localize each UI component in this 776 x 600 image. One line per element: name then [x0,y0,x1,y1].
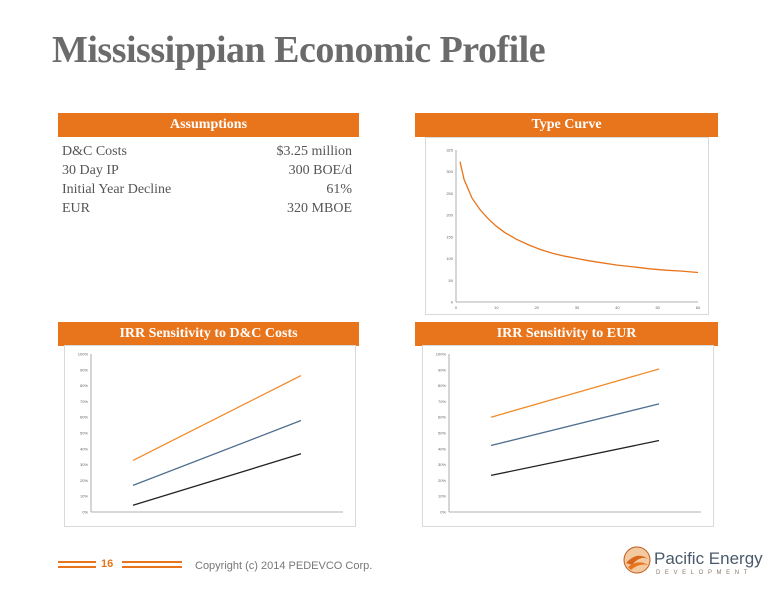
assumption-row: 30 Day IP 300 BOE/d [62,161,352,180]
series-line [132,419,302,487]
x-tick-label: 0 [455,305,458,310]
series-line [459,161,699,274]
y-tick-label: 20% [438,478,446,483]
y-tick-label: 325 [446,148,453,153]
assumption-label: EUR [62,201,90,216]
irr-dc-svg: 0% 10% 20% 30% 40% 50% 60% 70% 80% 90% 100% [78,352,343,515]
type-curve-chart: 0 50 100 150 200 250 300 325 0 10 20 30 40 50 60 [425,137,709,315]
y-tick-label: 30% [438,462,446,467]
y-tick-label: 40% [438,446,446,451]
y-tick-label: 0% [440,510,446,515]
footer-rule [58,566,96,568]
page-title: Mississippian Economic Profile [52,29,546,71]
x-tick-label: 10 [494,305,499,310]
assumption-row: D&C Costs $3.25 million [62,142,352,161]
assumption-label: 30 Day IP [62,163,119,178]
y-tick-label: 40% [80,446,88,451]
x-tick-label: 30 [575,305,580,310]
y-tick-label: 60% [80,415,88,420]
y-tick-label: 80% [80,383,88,388]
irr-dc-chart: 0% 10% 20% 30% 40% 50% 60% 70% 80% 90% 100% [64,345,356,527]
x-tick-label: 50 [655,305,660,310]
y-tick-label: 70% [438,399,446,404]
assumption-value: 61% [326,182,352,197]
y-tick-label: 150 [446,234,453,239]
y-tick-label: 10% [80,494,88,499]
y-tick-label: 250 [446,191,453,196]
type-curve-svg: 0 50 100 150 200 250 300 325 0 10 20 30 40 50 60 [446,148,701,311]
y-tick-label: 0% [82,510,88,515]
assumption-value: $3.25 million [276,144,352,159]
assumption-row: Initial Year Decline 61% [62,180,352,199]
footer-rule [122,566,182,568]
assumptions-header: Assumptions [58,113,359,137]
assumptions-table: D&C Costs $3.25 million 30 Day IP 300 BO… [62,142,352,218]
y-tick-label: 80% [438,383,446,388]
y-tick-label: 100 [446,256,453,261]
assumption-row: EUR 320 MBOE [62,199,352,218]
y-tick-label: 10% [438,494,446,499]
y-tick-label: 70% [80,399,88,404]
y-tick-label: 60% [438,415,446,420]
y-tick-label: 30% [80,462,88,467]
series-line [490,403,660,447]
y-tick-label: 50 [449,278,454,283]
irr-eur-chart: 0% 10% 20% 30% 40% 50% 60% 70% 80% 90% 100% [422,345,714,527]
footer-rule [58,561,96,563]
pacific-energy-logo-icon [623,546,651,574]
series-line [132,375,302,461]
assumption-value: 300 BOE/d [288,163,352,178]
x-tick-label: 40 [615,305,620,310]
irr-eur-svg: 0% 10% 20% 30% 40% 50% 60% 70% 80% 90% 100% [436,352,701,515]
y-tick-label: 20% [80,478,88,483]
footer-rule [122,561,182,563]
copyright-text: Copyright (c) 2014 PEDEVCO Corp. [195,560,373,572]
x-tick-label: 60 [696,305,701,310]
irr-dc-header: IRR Sensitivity to D&C Costs [58,322,359,346]
series-line [490,439,660,477]
assumption-label: Initial Year Decline [62,182,172,197]
logo-name: Pacific Energy [654,549,763,568]
assumption-value: 320 MBOE [287,201,352,216]
series-line [490,368,660,418]
irr-eur-header: IRR Sensitivity to EUR [415,322,718,346]
assumption-label: D&C Costs [62,144,127,159]
y-tick-label: 200 [446,213,453,218]
logo-subtitle: DEVELOPMENT [656,570,752,576]
page-number: 16 [101,558,114,570]
y-tick-label: 100% [436,352,447,357]
y-tick-label: 100% [78,352,89,357]
x-tick-label: 20 [534,305,539,310]
type-curve-header: Type Curve [415,113,718,137]
y-tick-label: 50% [438,431,446,436]
series-line [132,453,302,506]
y-tick-label: 0 [451,300,454,305]
y-tick-label: 300 [446,169,453,174]
y-tick-label: 90% [80,367,88,372]
y-tick-label: 50% [80,431,88,436]
y-tick-label: 90% [438,367,446,372]
